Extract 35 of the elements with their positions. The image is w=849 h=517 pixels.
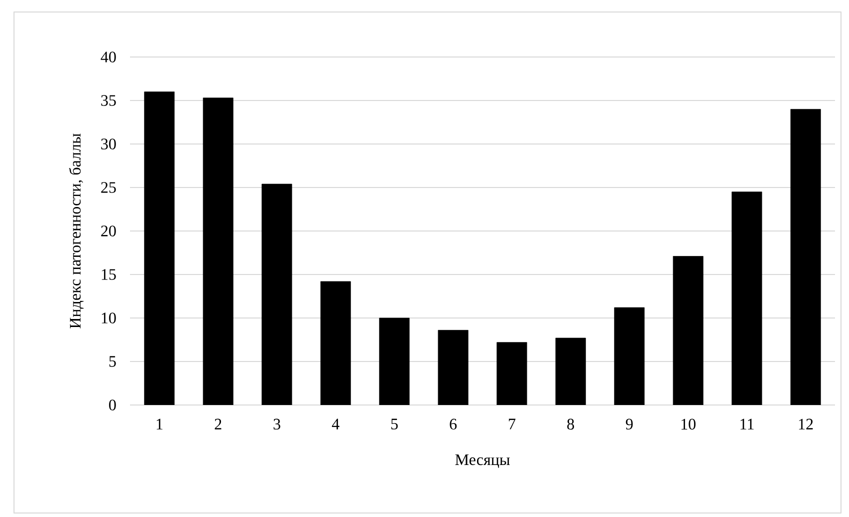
bar [672, 256, 704, 405]
y-tick-label: 5 [109, 356, 116, 367]
x-tick-label: 12 [799, 418, 813, 430]
x-tick-label: 3 [274, 418, 280, 430]
x-tick-label: 10 [682, 418, 696, 430]
y-tick-label: 40 [100, 52, 116, 62]
bar [320, 281, 351, 405]
bar [438, 330, 468, 405]
bar [202, 98, 234, 405]
bar [790, 108, 821, 405]
y-tick-label: 20 [101, 226, 116, 236]
x-axis-title: Месяцы [455, 454, 510, 468]
y-tick-label: 0 [109, 400, 116, 410]
x-tick-label: 11 [740, 418, 754, 430]
bar [144, 92, 175, 405]
y-tick-label: 25 [101, 182, 116, 193]
x-tick-label: 6 [450, 418, 457, 430]
y-tick-label: 30 [101, 138, 116, 150]
x-tick-label: 9 [626, 418, 633, 430]
bar [496, 342, 528, 405]
x-tick-label: 1 [156, 418, 162, 430]
y-tick-label: 10 [102, 312, 116, 324]
x-tick-label: 2 [214, 418, 222, 430]
x-tick-label: 8 [567, 418, 574, 430]
y-axis-title: Индекс патогенности, баллы [69, 134, 84, 328]
bar [614, 307, 645, 405]
bar [379, 318, 410, 405]
bar [732, 192, 762, 405]
bar [555, 338, 586, 405]
x-tick-label: 5 [391, 418, 398, 430]
bar [262, 184, 292, 405]
y-tick-label: 35 [101, 95, 116, 106]
x-tick-label: 4 [332, 418, 340, 430]
y-tick-label: 15 [102, 269, 116, 280]
x-tick-label: 7 [508, 418, 516, 430]
